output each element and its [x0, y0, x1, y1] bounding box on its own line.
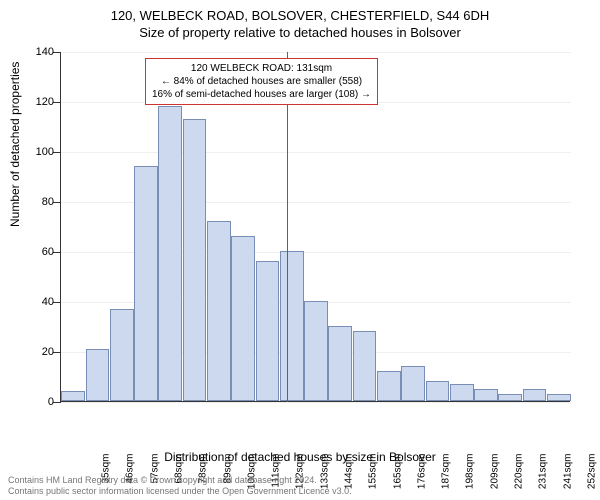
histogram-bar — [450, 384, 474, 402]
histogram-bar — [328, 326, 352, 401]
histogram-bar — [353, 331, 377, 401]
annotation-line2: ← 84% of detached houses are smaller (55… — [152, 75, 371, 88]
annotation-line1: 120 WELBECK ROAD: 131sqm — [152, 62, 371, 75]
histogram-bar — [207, 221, 231, 401]
histogram-bar — [547, 394, 571, 402]
histogram-bar — [256, 261, 280, 401]
histogram-bar — [523, 389, 547, 402]
histogram-bar — [158, 106, 182, 401]
y-tick-label: 40 — [14, 296, 54, 308]
x-axis-label: Distribution of detached houses by size … — [0, 450, 600, 464]
y-tick-label: 140 — [14, 46, 54, 58]
histogram-bar — [183, 119, 207, 402]
histogram-bar — [377, 371, 401, 401]
footer-line2: Contains public sector information licen… — [8, 486, 352, 497]
y-tick — [53, 152, 61, 153]
y-tick — [53, 402, 61, 403]
histogram-bar — [498, 394, 522, 402]
histogram-bar — [134, 166, 158, 401]
gridline — [61, 402, 571, 403]
y-tick-label: 60 — [14, 246, 54, 258]
gridline — [61, 52, 571, 53]
y-tick — [53, 352, 61, 353]
y-tick — [53, 252, 61, 253]
footer-attribution: Contains HM Land Registry data © Crown c… — [8, 475, 352, 497]
y-tick — [53, 302, 61, 303]
plot-region: 02040608010012014035sqm46sqm57sqm68sqm78… — [60, 52, 570, 402]
histogram-bar — [86, 349, 110, 402]
page-title-line2: Size of property relative to detached ho… — [0, 23, 600, 40]
histogram-bar — [280, 251, 304, 401]
y-tick-label: 20 — [14, 346, 54, 358]
histogram-bar — [304, 301, 328, 401]
histogram-bar — [426, 381, 450, 401]
y-tick — [53, 202, 61, 203]
y-axis-label: Number of detached properties — [8, 62, 22, 227]
page-title-line1: 120, WELBECK ROAD, BOLSOVER, CHESTERFIEL… — [0, 0, 600, 23]
annotation-line3: 16% of semi-detached houses are larger (… — [152, 88, 371, 101]
annotation-box: 120 WELBECK ROAD: 131sqm← 84% of detache… — [145, 58, 378, 105]
histogram-chart: 02040608010012014035sqm46sqm57sqm68sqm78… — [60, 52, 570, 402]
y-tick — [53, 102, 61, 103]
histogram-bar — [401, 366, 425, 401]
histogram-bar — [474, 389, 498, 402]
histogram-bar — [61, 391, 85, 401]
histogram-bar — [110, 309, 134, 402]
footer-line1: Contains HM Land Registry data © Crown c… — [8, 475, 352, 486]
y-tick-label: 0 — [14, 396, 54, 408]
gridline — [61, 152, 571, 153]
y-tick — [53, 52, 61, 53]
histogram-bar — [231, 236, 255, 401]
